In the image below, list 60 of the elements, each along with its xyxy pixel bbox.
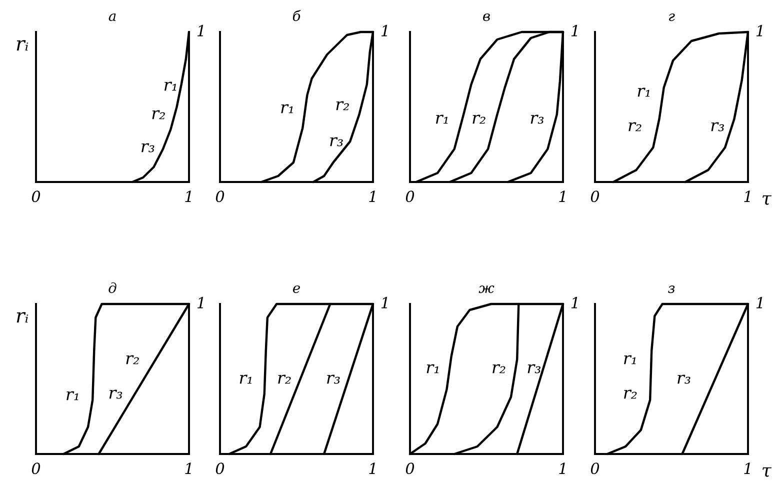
text: 1 [571,296,578,308]
text: 1 [756,296,762,308]
annotation: r₃ [330,137,343,146]
text: 1 [197,24,204,36]
x-tick-label: 1 [369,190,375,202]
chart-title: е [292,285,300,294]
annotation: r₃ [711,122,724,132]
annotation: r₂ [472,114,486,124]
x-tick-label: 0 [590,462,600,474]
annotation: r₃ [109,390,122,399]
x-tick-label: 1 [744,190,750,202]
x-tick-label: 1 [185,462,191,474]
x-tick-label: 0 [216,462,224,474]
annotation: r₁ [426,364,438,374]
x-tick-label: 1 [185,190,191,202]
annotation: r₂ [152,110,165,120]
annotation: r₂ [126,355,139,364]
y-axis-title: rᵢ [16,312,28,323]
x-tick-label: 1 [744,462,750,474]
text: 1 [197,296,204,308]
annotation: r₂ [492,364,506,374]
annotation: r₃ [142,143,154,152]
x-tick-label: 0 [406,462,414,474]
x-tick-label: 0 [32,190,40,202]
text: 1 [381,296,388,308]
annotation: r₂ [278,374,291,384]
annotation: r₃ [678,374,690,384]
annotation: r₁ [638,88,650,97]
x-tick-label: 0 [216,190,224,202]
annotation: r₂ [624,390,637,399]
text: 1 [381,24,388,36]
annotation: r₁ [164,82,176,91]
x-tick-label: 0 [32,462,40,474]
x-tick-label: 1 [559,190,565,202]
chart-title: г [668,13,675,22]
x-axis-title: τ [762,195,772,205]
x-tick-label: 0 [406,190,414,202]
text: 1 [571,24,578,36]
chart-title: з [668,285,675,294]
x-axis-title: τ [762,467,772,477]
annotation: r₂ [628,122,642,132]
text: 1 [756,24,762,36]
x-tick-label: 1 [559,462,565,474]
annotation: r₃ [327,374,340,384]
annotation: r₁ [624,355,636,364]
annotation: r₁ [240,374,252,384]
chart-title: в [483,13,490,22]
chart-title: ж [478,285,494,294]
annotation: r₃ [528,364,540,374]
chart-title: д [108,282,116,294]
annotation: r₁ [66,391,78,400]
x-tick-label: 0 [590,190,600,202]
annotation: r₁ [436,114,448,124]
x-tick-label: 1 [369,462,375,474]
y-axis-title: rᵢ [16,40,28,51]
chart-title: а [108,13,116,22]
annotation: r₁ [281,104,293,114]
chart-title: б [292,10,301,22]
annotation: r₂ [336,101,349,110]
annotation: r₃ [530,114,544,124]
